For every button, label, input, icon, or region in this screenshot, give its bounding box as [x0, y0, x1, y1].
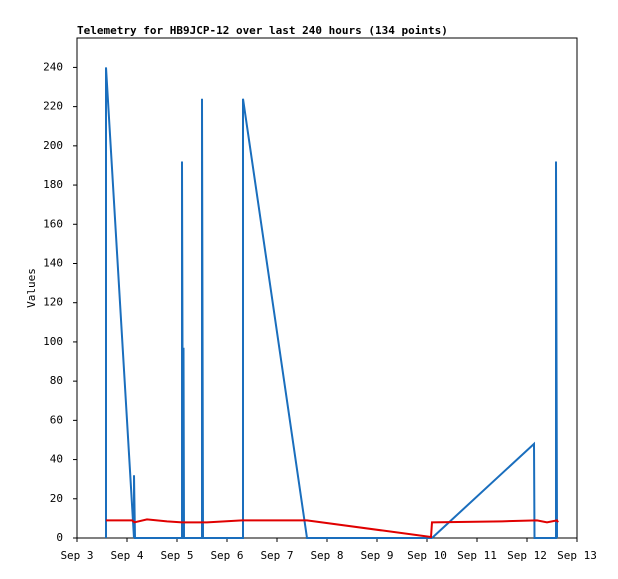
- y-tick-label: 220: [43, 100, 63, 113]
- x-tick-label: Sep 5: [160, 549, 193, 562]
- y-tick-label: 200: [43, 139, 63, 152]
- x-tick-label: Sep 8: [310, 549, 343, 562]
- y-tick-label: 80: [50, 374, 63, 387]
- y-tick-label: 100: [43, 335, 63, 348]
- y-tick-label: 240: [43, 60, 63, 73]
- x-tick-label: Sep 13: [557, 549, 597, 562]
- y-tick-label: 0: [56, 531, 63, 544]
- x-tick-label: Sep 3: [60, 549, 93, 562]
- x-tick-label: Sep 10: [407, 549, 447, 562]
- y-tick-label: 40: [50, 453, 63, 466]
- x-tick-label: Sep 11: [457, 549, 497, 562]
- x-tick-label: Sep 6: [210, 549, 243, 562]
- x-tick-label: Sep 7: [260, 549, 293, 562]
- x-tick-label: Sep 4: [110, 549, 143, 562]
- y-tick-label: 160: [43, 217, 63, 230]
- y-tick-label: 20: [50, 492, 63, 505]
- y-tick-label: 120: [43, 296, 63, 309]
- y-tick-label: 180: [43, 178, 63, 191]
- y-axis-label: Values: [25, 268, 38, 308]
- chart-title: Telemetry for HB9JCP-12 over last 240 ho…: [77, 24, 448, 37]
- x-tick-label: Sep 12: [507, 549, 547, 562]
- series-line: [105, 67, 558, 539]
- plot-frame: [76, 37, 578, 539]
- x-tick-label: Sep 9: [360, 549, 393, 562]
- series-line: [106, 518, 559, 539]
- y-tick-label: 140: [43, 256, 63, 269]
- y-tick-label: 60: [50, 413, 63, 426]
